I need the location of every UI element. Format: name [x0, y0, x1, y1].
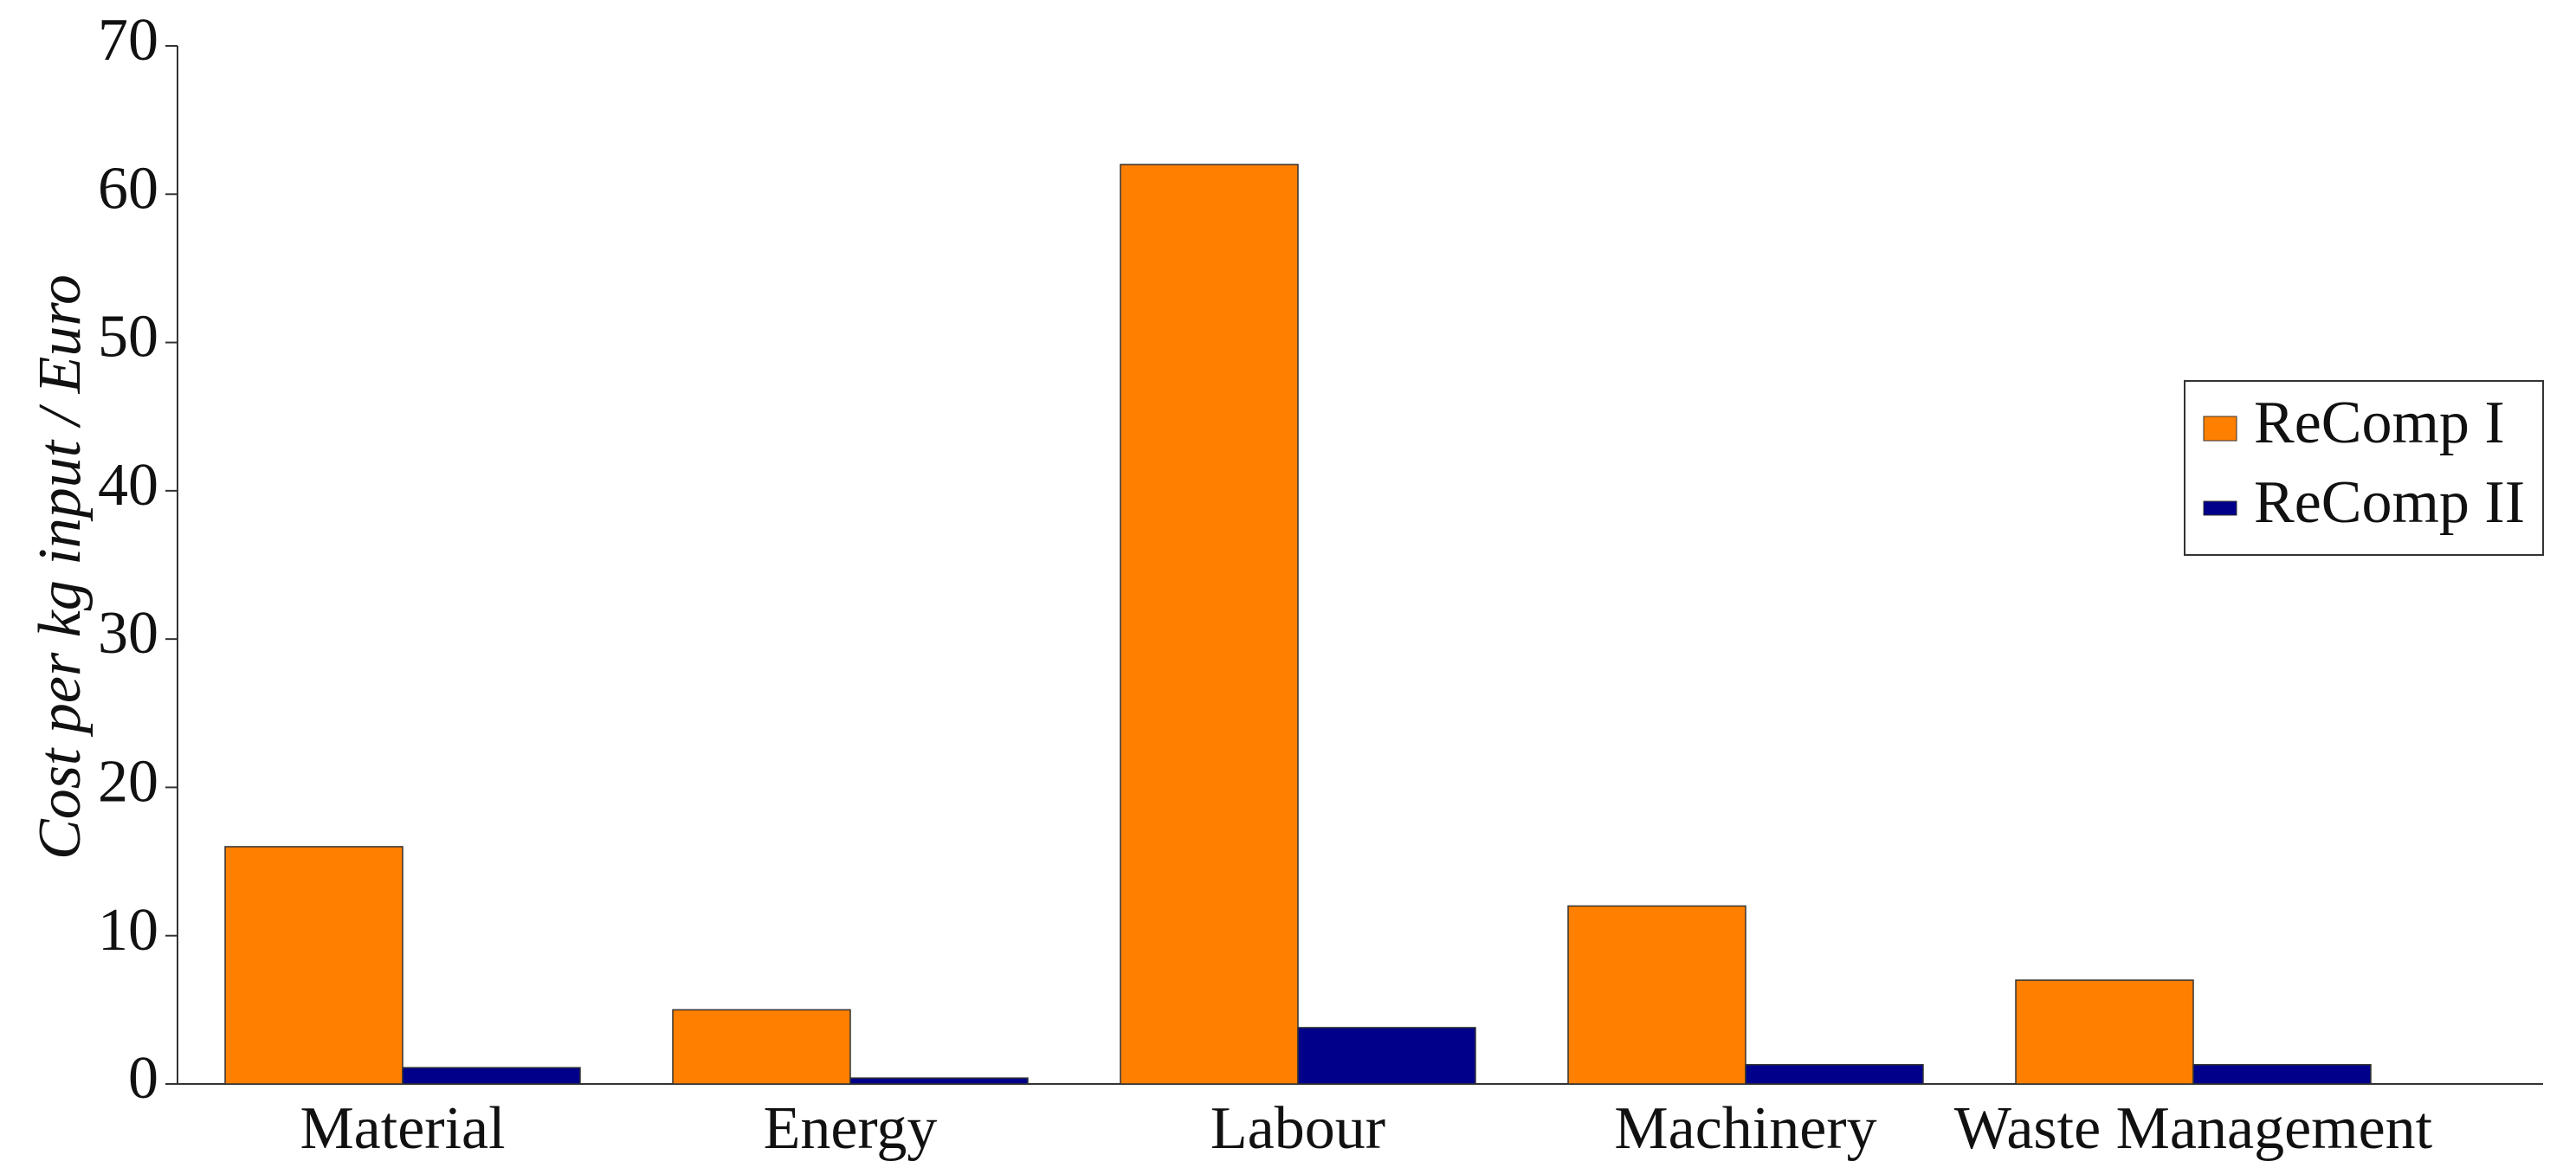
- x-tick-label: Energy: [764, 1095, 938, 1162]
- x-tick-label: Material: [300, 1095, 505, 1162]
- bar: [1567, 905, 1746, 1085]
- y-tick-label: 10: [98, 897, 158, 964]
- bar: [672, 1009, 851, 1085]
- y-tick-label: 20: [98, 748, 158, 815]
- y-tick-label: 40: [98, 452, 158, 519]
- bar: [849, 1077, 1029, 1085]
- y-tick-label: 50: [98, 304, 158, 371]
- y-tick-label: 30: [98, 600, 158, 667]
- bar: [1297, 1027, 1476, 1085]
- legend-label: ReComp I: [2254, 390, 2505, 456]
- bar: [224, 846, 404, 1085]
- legend-swatch: [2203, 416, 2237, 442]
- bar: [1745, 1063, 1924, 1085]
- bar: [2192, 1063, 2372, 1085]
- bar: [402, 1067, 581, 1085]
- x-tick-label: Labour: [1211, 1095, 1385, 1162]
- bar: [2015, 979, 2194, 1085]
- x-tick-label: Machinery: [1614, 1095, 1876, 1162]
- y-tick-label: 0: [128, 1045, 158, 1112]
- bar: [1120, 164, 1299, 1085]
- legend-box: [2184, 380, 2544, 556]
- y-tick-label: 70: [98, 7, 158, 74]
- legend-swatch: [2203, 500, 2237, 516]
- legend-label: ReComp II: [2254, 469, 2525, 536]
- y-axis-label: Cost per kg input / Euro: [27, 274, 94, 860]
- y-tick-label: 60: [98, 155, 158, 222]
- x-tick-label: Waste Management: [1954, 1095, 2433, 1162]
